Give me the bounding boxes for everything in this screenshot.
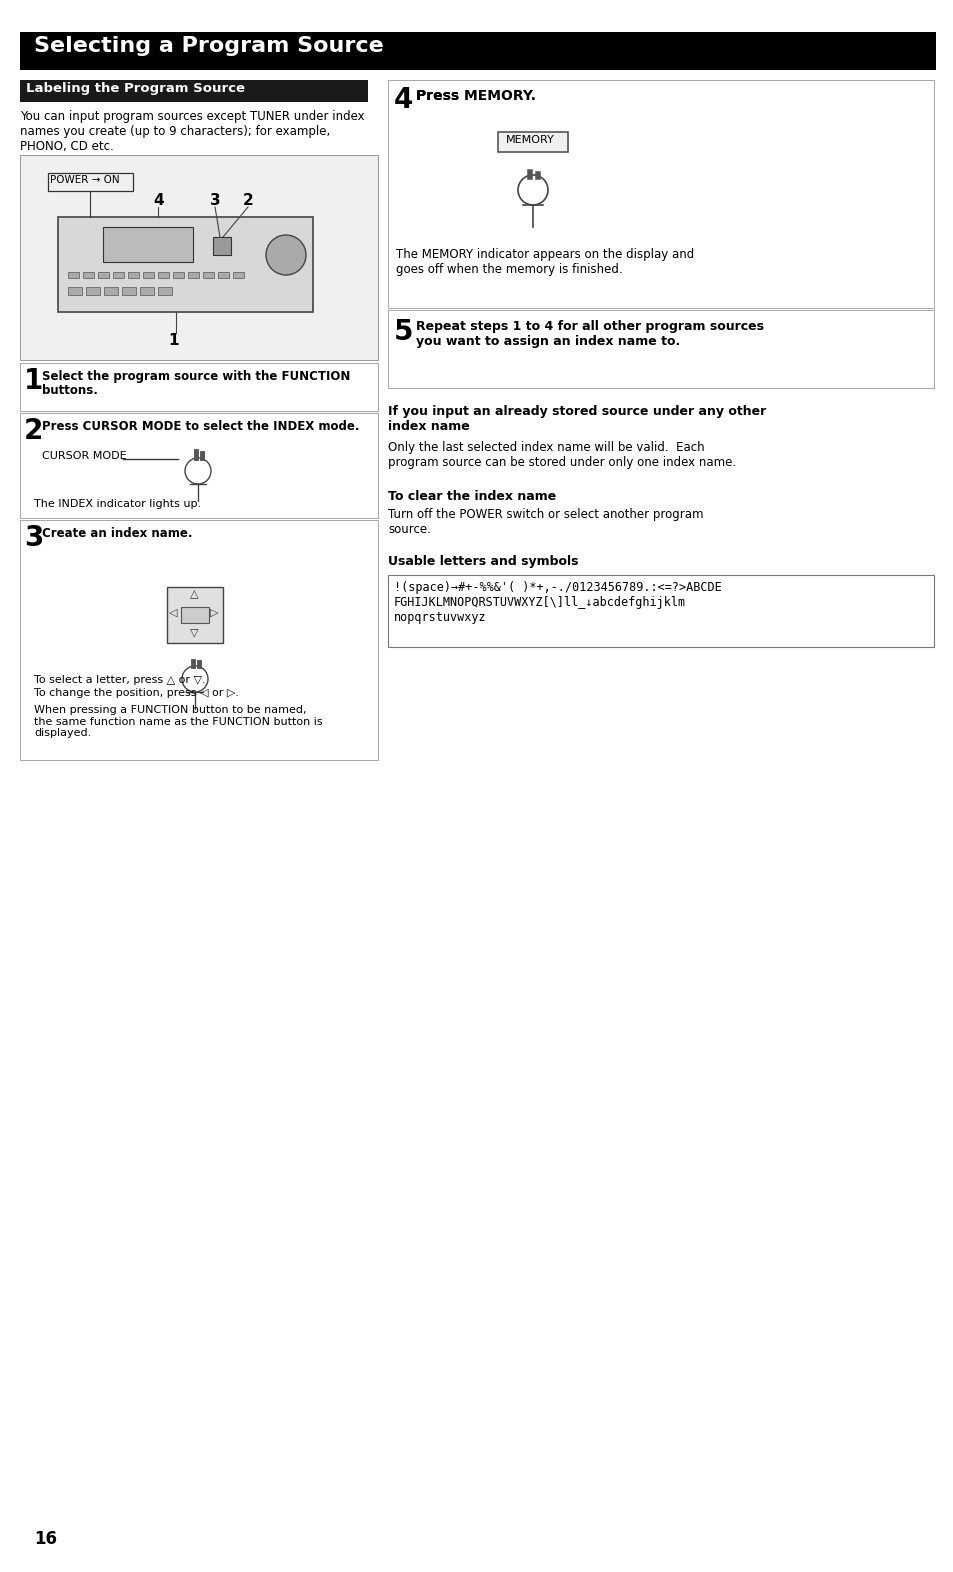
Text: ◁: ◁ (169, 608, 177, 618)
Text: Press: Press (416, 90, 463, 104)
Text: To select a letter, press △ or ▽.: To select a letter, press △ or ▽. (34, 674, 206, 685)
Bar (167, 586, 223, 643)
Bar (233, 272, 244, 278)
Bar (68, 288, 82, 296)
Bar (158, 288, 172, 296)
Text: buttons.: buttons. (42, 384, 98, 398)
Circle shape (266, 234, 306, 275)
Bar (203, 272, 213, 278)
Text: To change the position, press ◁ or ▷.: To change the position, press ◁ or ▷. (34, 689, 239, 698)
Bar (140, 288, 153, 296)
Bar (20, 520, 377, 759)
Bar (218, 272, 229, 278)
Bar (158, 272, 169, 278)
Text: !(space)→#+-%%&'( )*+,-./0123456789.:<=?>ABCDE
FGHIJKLMNOPQRSTUVWXYZ[\]ll_↓abcde: !(space)→#+-%%&'( )*+,-./0123456789.:<=?… (394, 582, 721, 624)
Text: MEMORY: MEMORY (505, 135, 554, 145)
Text: 4: 4 (152, 193, 164, 208)
Text: Only the last selected index name will be valid.  Each
program source can be sto: Only the last selected index name will b… (388, 442, 736, 468)
Text: CURSOR MODE: CURSOR MODE (42, 451, 127, 461)
Bar (104, 288, 118, 296)
Text: 2: 2 (243, 193, 253, 208)
Bar (388, 310, 933, 388)
Bar (122, 288, 136, 296)
Bar (48, 173, 132, 192)
Bar (20, 413, 377, 519)
Bar (143, 272, 153, 278)
Bar (20, 156, 377, 360)
Text: Turn off the POWER switch or select another program
source.: Turn off the POWER switch or select anot… (388, 508, 702, 536)
Bar (68, 272, 79, 278)
Text: ▽: ▽ (190, 627, 198, 637)
Text: Repeat steps 1 to 4 for all other program sources
you want to assign an index na: Repeat steps 1 to 4 for all other progra… (416, 321, 763, 347)
Text: POWER → ON: POWER → ON (50, 174, 119, 185)
Text: 3: 3 (24, 523, 43, 552)
Text: 3: 3 (210, 193, 220, 208)
Text: Press CURSOR MODE to select the INDEX mode.: Press CURSOR MODE to select the INDEX mo… (42, 420, 359, 432)
Bar (86, 288, 100, 296)
Text: 5: 5 (394, 318, 413, 346)
Bar (58, 217, 313, 311)
Bar (103, 226, 193, 263)
Bar (181, 607, 209, 623)
Text: You can input program sources except TUNER under index
names you create (up to 9: You can input program sources except TUN… (20, 110, 364, 152)
Bar (188, 272, 199, 278)
Text: 1: 1 (168, 333, 178, 347)
Text: The INDEX indicator lights up.: The INDEX indicator lights up. (34, 498, 201, 509)
Bar (20, 31, 935, 71)
Bar (388, 80, 933, 308)
Text: 2: 2 (24, 417, 43, 445)
Text: 16: 16 (34, 1530, 57, 1548)
Text: When pressing a FUNCTION button to be named,
the same function name as the FUNCT: When pressing a FUNCTION button to be na… (34, 704, 322, 739)
Bar (388, 575, 933, 648)
Text: 4: 4 (394, 86, 413, 115)
Text: Labeling the Program Source: Labeling the Program Source (26, 82, 245, 94)
Text: Press MEMORY.: Press MEMORY. (416, 90, 536, 104)
Bar (172, 272, 184, 278)
Bar (83, 272, 94, 278)
Text: Usable letters and symbols: Usable letters and symbols (388, 555, 578, 567)
Text: The MEMORY indicator appears on the display and
goes off when the memory is fini: The MEMORY indicator appears on the disp… (395, 248, 694, 277)
Text: If you input an already stored source under any other
index name: If you input an already stored source un… (388, 406, 765, 432)
Bar (20, 80, 368, 102)
Text: Selecting a Program Source: Selecting a Program Source (34, 36, 383, 57)
Text: 1: 1 (24, 366, 43, 395)
Text: ▷: ▷ (210, 608, 218, 618)
Bar (112, 272, 124, 278)
Text: To clear the index name: To clear the index name (388, 490, 556, 503)
Text: △: △ (190, 590, 198, 599)
Bar (128, 272, 139, 278)
Text: Select the program source with the FUNCTION: Select the program source with the FUNCT… (42, 369, 350, 384)
Bar (213, 237, 231, 255)
Text: Create an index name.: Create an index name. (42, 527, 193, 541)
Bar (497, 132, 567, 152)
Bar (20, 363, 377, 410)
Bar (98, 272, 109, 278)
